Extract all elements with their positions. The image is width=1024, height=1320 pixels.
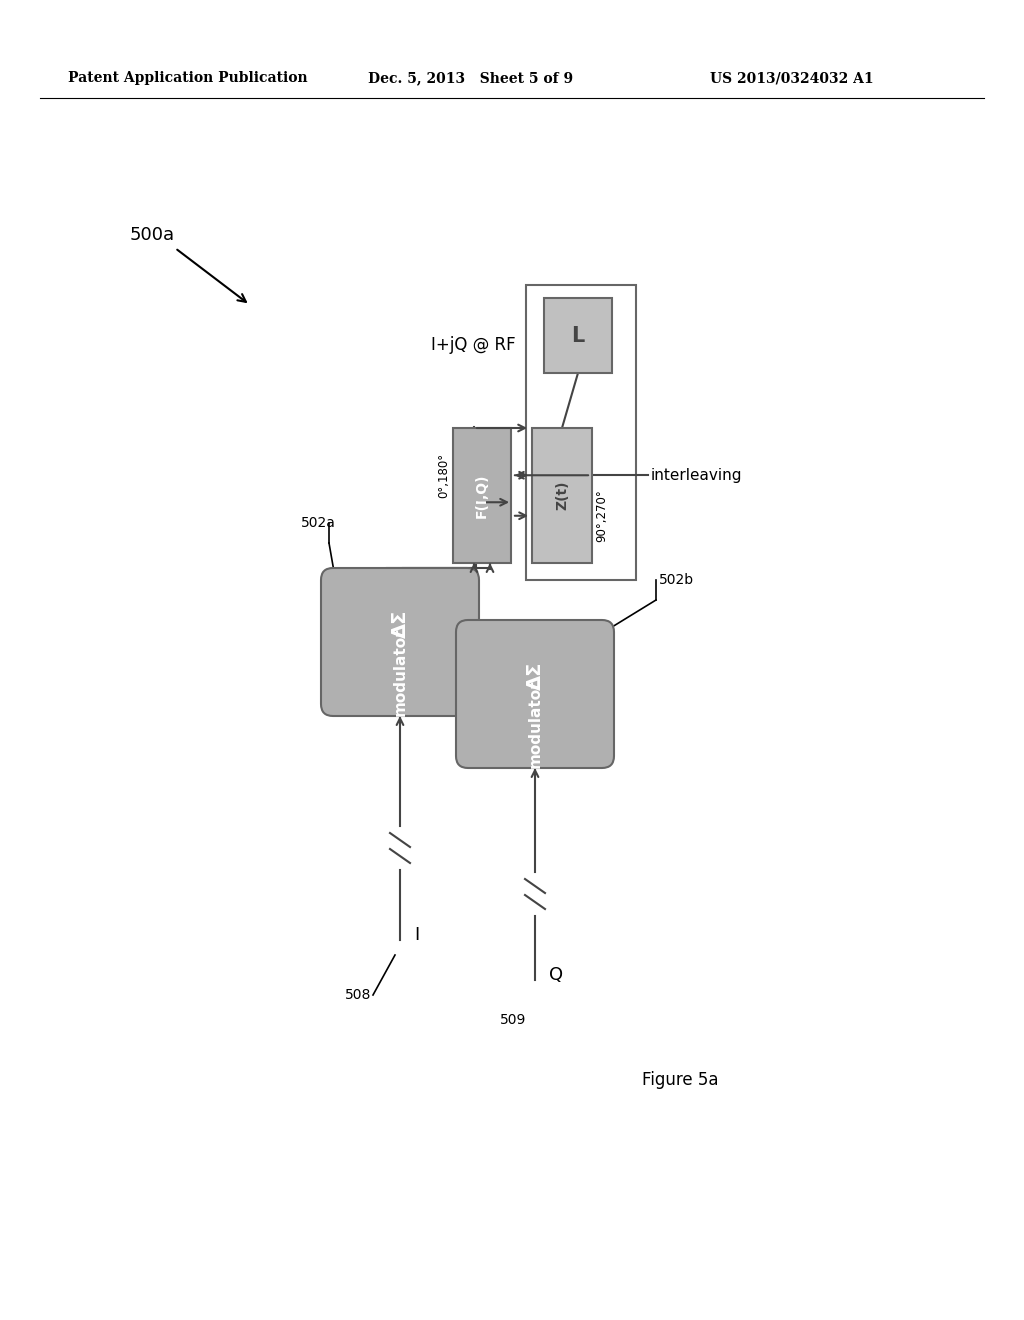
Text: Q: Q (549, 966, 563, 983)
Text: modulator: modulator (392, 627, 408, 715)
Text: 502b: 502b (659, 573, 694, 587)
Text: I+jQ @ RF: I+jQ @ RF (431, 337, 516, 354)
Text: 509: 509 (500, 1012, 526, 1027)
Text: 502a: 502a (301, 516, 336, 531)
Bar (453, 428, 511, 564)
Text: ΔΣ: ΔΣ (390, 610, 410, 639)
Bar (526, 285, 636, 579)
FancyBboxPatch shape (321, 568, 479, 715)
Text: Z(t): Z(t) (555, 480, 569, 511)
Text: Patent Application Publication: Patent Application Publication (68, 71, 307, 84)
Bar (532, 428, 592, 564)
Text: Dec. 5, 2013   Sheet 5 of 9: Dec. 5, 2013 Sheet 5 of 9 (368, 71, 573, 84)
Text: L: L (571, 326, 585, 346)
Text: 508: 508 (345, 987, 372, 1002)
Text: modulator: modulator (527, 680, 543, 768)
Text: I: I (414, 927, 419, 944)
FancyBboxPatch shape (456, 620, 614, 768)
Text: ΔΣ: ΔΣ (525, 663, 545, 690)
Bar (544, 298, 612, 374)
Text: 500a: 500a (130, 226, 175, 244)
Text: 90°,270°: 90°,270° (595, 490, 608, 543)
Text: interleaving: interleaving (651, 467, 742, 483)
Text: US 2013/0324032 A1: US 2013/0324032 A1 (710, 71, 873, 84)
Text: F(I,Q): F(I,Q) (475, 474, 489, 517)
Text: Figure 5a: Figure 5a (642, 1071, 718, 1089)
Text: 0°,180°: 0°,180° (437, 453, 450, 498)
